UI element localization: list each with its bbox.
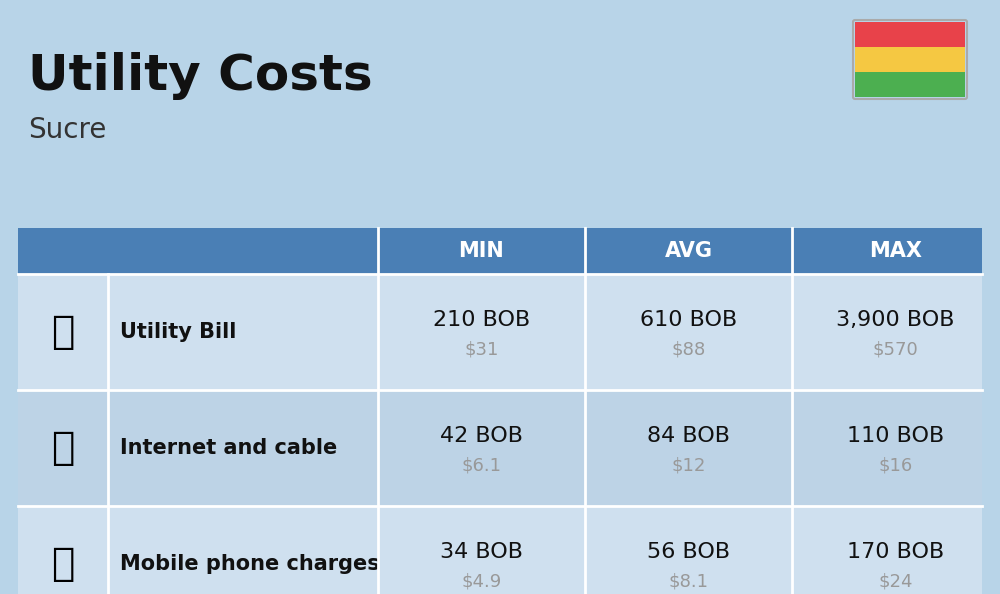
Text: $24: $24 bbox=[878, 573, 913, 590]
Text: $8.1: $8.1 bbox=[668, 573, 708, 590]
Text: 42 BOB: 42 BOB bbox=[440, 426, 523, 447]
Bar bbox=[855, 72, 965, 97]
Text: 610 BOB: 610 BOB bbox=[640, 311, 737, 330]
Text: Utility Costs: Utility Costs bbox=[28, 52, 373, 100]
Text: AVG: AVG bbox=[664, 241, 712, 261]
Text: Sucre: Sucre bbox=[28, 116, 106, 144]
Text: $12: $12 bbox=[671, 456, 706, 475]
Text: $6.1: $6.1 bbox=[462, 456, 502, 475]
Bar bbox=[18, 274, 982, 390]
Bar bbox=[18, 390, 982, 506]
Text: $88: $88 bbox=[671, 340, 706, 358]
Text: $4.9: $4.9 bbox=[461, 573, 502, 590]
Bar bbox=[18, 506, 982, 594]
Text: 170 BOB: 170 BOB bbox=[847, 542, 944, 563]
Text: 110 BOB: 110 BOB bbox=[847, 426, 944, 447]
Text: 84 BOB: 84 BOB bbox=[647, 426, 730, 447]
Text: Utility Bill: Utility Bill bbox=[120, 322, 236, 342]
Text: $16: $16 bbox=[878, 456, 913, 475]
Text: 🔌: 🔌 bbox=[51, 313, 75, 351]
Text: 📡: 📡 bbox=[51, 429, 75, 467]
Text: 56 BOB: 56 BOB bbox=[647, 542, 730, 563]
Text: Mobile phone charges: Mobile phone charges bbox=[120, 554, 380, 574]
Text: $31: $31 bbox=[464, 340, 499, 358]
Bar bbox=[855, 47, 965, 72]
Bar bbox=[18, 228, 982, 274]
Text: MIN: MIN bbox=[459, 241, 504, 261]
Text: 210 BOB: 210 BOB bbox=[433, 311, 530, 330]
Text: $570: $570 bbox=[873, 340, 918, 358]
Bar bbox=[855, 22, 965, 47]
Text: MAX: MAX bbox=[869, 241, 922, 261]
Text: Internet and cable: Internet and cable bbox=[120, 438, 337, 458]
Text: 📱: 📱 bbox=[51, 545, 75, 583]
Text: 3,900 BOB: 3,900 BOB bbox=[836, 311, 955, 330]
Text: 34 BOB: 34 BOB bbox=[440, 542, 523, 563]
